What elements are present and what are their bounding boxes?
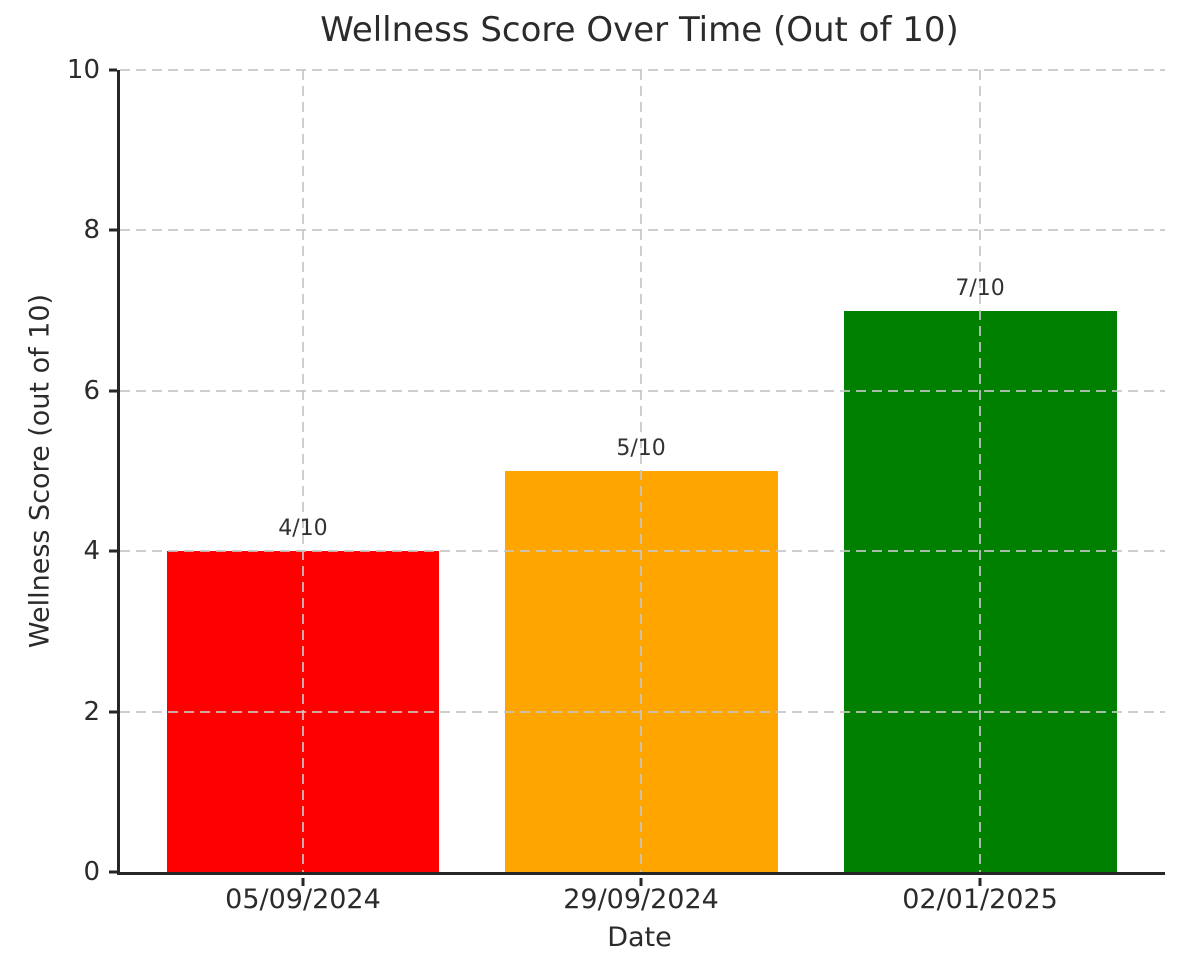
bar-2	[843, 310, 1117, 872]
bar-1	[504, 471, 778, 872]
y-tick-label-2: 2	[83, 696, 100, 727]
x-tick-2	[978, 878, 982, 886]
y-tick-8	[109, 228, 117, 232]
y-axis-label: Wellness Score (out of 10)	[24, 293, 56, 649]
chart-title: Wellness Score Over Time (Out of 10)	[320, 10, 959, 50]
y-tick-10	[109, 68, 117, 72]
x-tick-label-2: 02/01/2025	[902, 884, 1058, 915]
y-tick-4	[109, 549, 117, 553]
y-tick-label-8: 8	[83, 215, 100, 246]
y-tick-label-10: 10	[66, 55, 100, 85]
x-axis-label: Date	[607, 922, 672, 953]
y-tick-6	[109, 389, 117, 393]
gridline-h-8	[120, 229, 1165, 232]
y-tick-0	[109, 870, 117, 874]
x-tick-label-1: 29/09/2024	[563, 884, 719, 915]
gridline-h-10	[120, 69, 1165, 71]
y-tick-label-6: 6	[83, 375, 100, 406]
bar-value-label-2: 7/10	[955, 275, 1005, 301]
plot-area: 4/10 5/10 7/10 0 2 4 6 8 10 05/09/2024 29/09/2024 0…	[67, 55, 1165, 915]
y-tick-label-4: 4	[83, 536, 100, 567]
x-tick-1	[639, 878, 643, 886]
bar-0	[166, 551, 440, 872]
x-tick-0	[301, 878, 305, 886]
y-tick-label-0: 0	[83, 857, 100, 887]
y-tick-2	[109, 710, 117, 714]
bar-value-label-1: 5/10	[616, 436, 666, 461]
bar-value-label-0: 4/10	[278, 516, 328, 542]
x-tick-label-0: 05/09/2024	[225, 884, 381, 915]
